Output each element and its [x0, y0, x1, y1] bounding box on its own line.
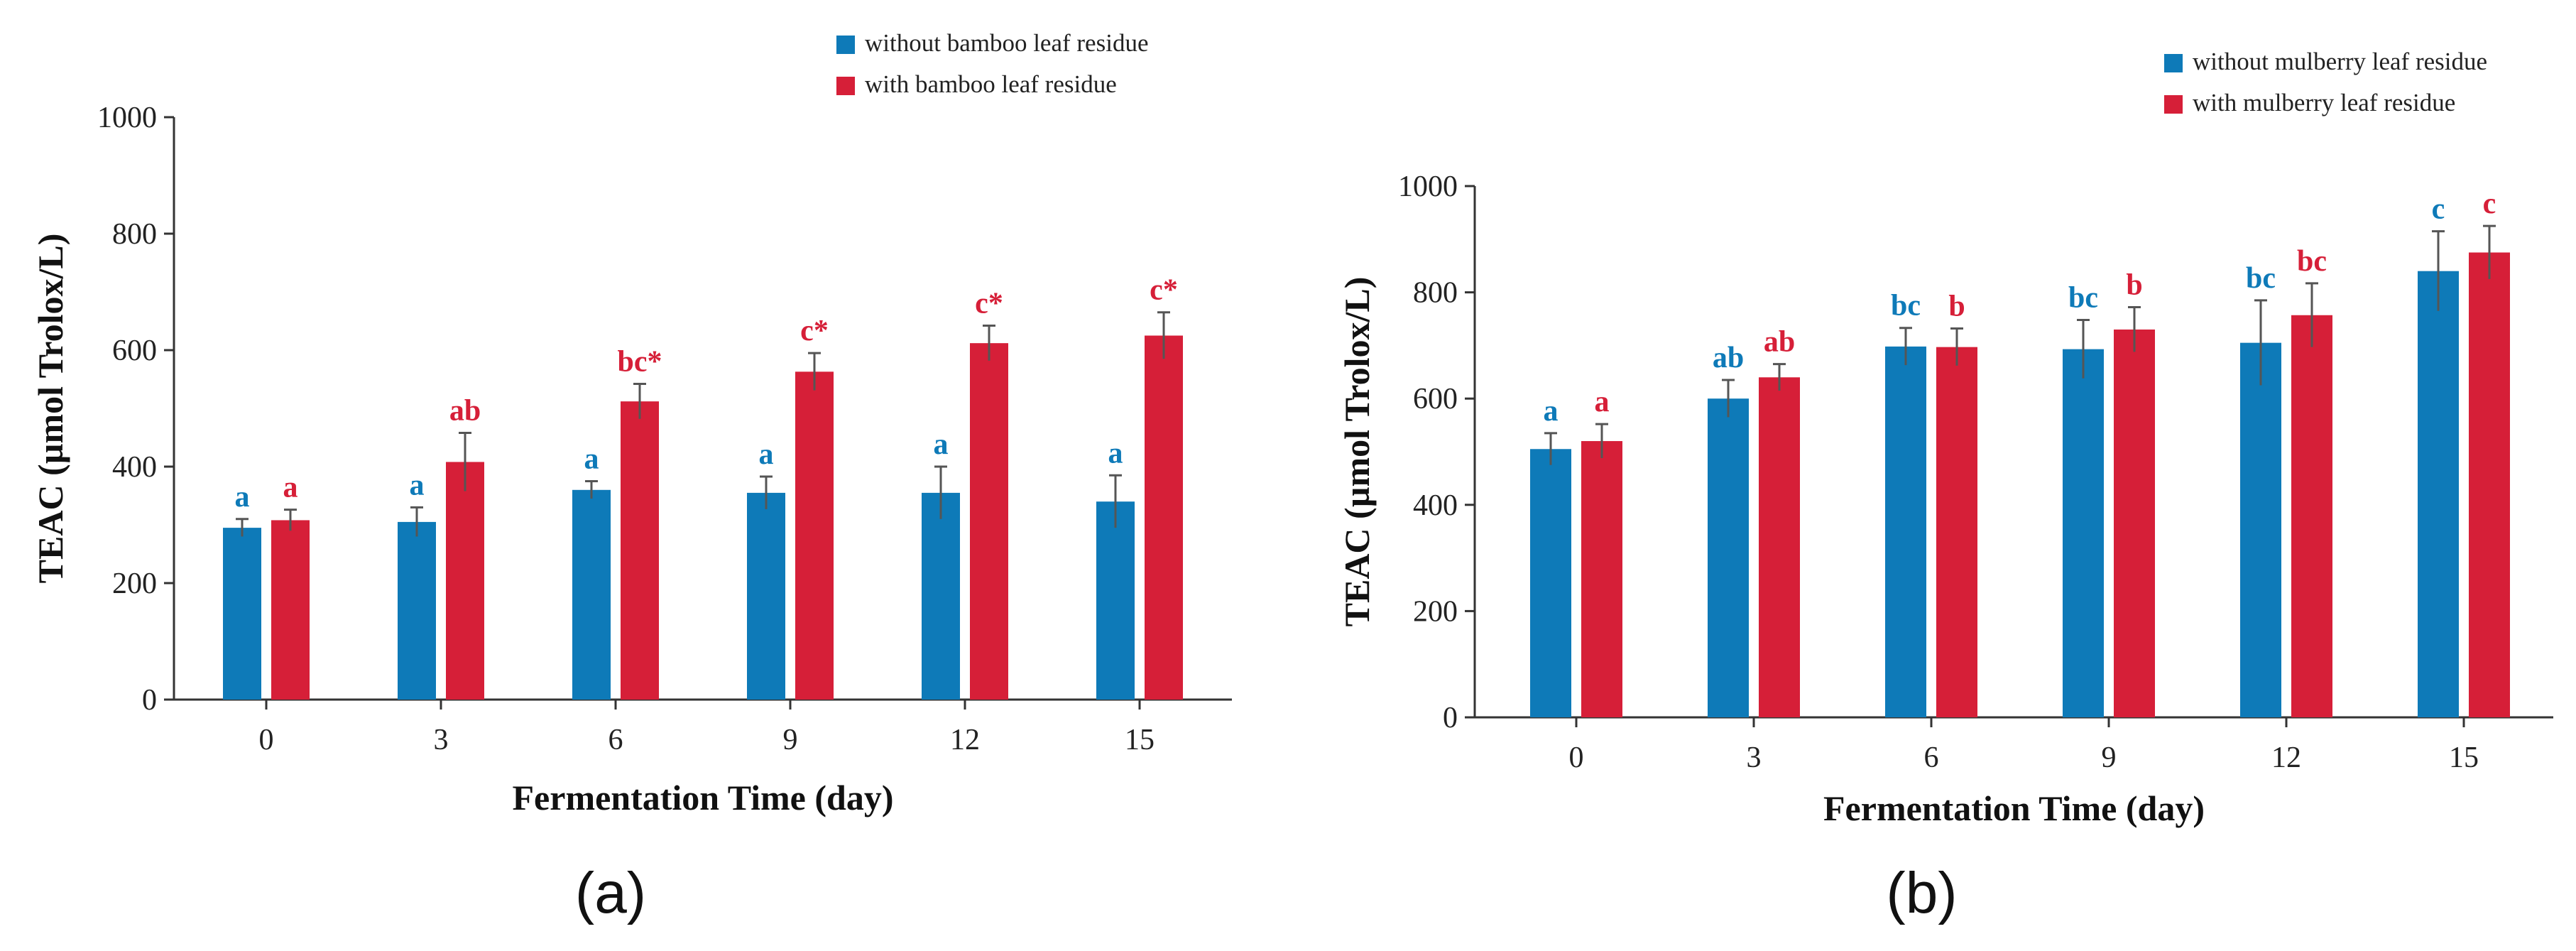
x-tick-label: 6 — [608, 724, 623, 756]
bar-with-day-15 — [1145, 335, 1183, 700]
y-tick-label: 1000 — [1398, 170, 1458, 203]
significance-label: c* — [1150, 274, 1178, 307]
bar-with-day-12 — [970, 343, 1008, 700]
legend-swatch — [836, 36, 855, 54]
significance-label: a — [934, 428, 949, 461]
significance-label: c* — [800, 315, 829, 347]
bar-without-day-12 — [2240, 342, 2281, 717]
x-tick-label: 6 — [1924, 741, 1939, 774]
bar-with-day-6 — [621, 401, 659, 700]
bar-without-day-12 — [922, 492, 960, 700]
significance-label: bc — [2297, 245, 2327, 278]
bar-without-day-15 — [1096, 501, 1135, 700]
significance-label: c* — [975, 288, 1003, 320]
y-tick-label: 800 — [1413, 277, 1458, 310]
significance-label: a — [1595, 386, 1610, 418]
x-tick-label: 3 — [434, 724, 449, 756]
y-axis-title: TEAC (µmol Trolox/L) — [31, 234, 70, 584]
significance-label: a — [1108, 437, 1123, 469]
legend-swatch — [2164, 95, 2183, 114]
x-axis-title: Fermentation Time (day) — [513, 778, 894, 817]
significance-label: a — [759, 438, 774, 471]
bar-with-day-0 — [271, 520, 310, 700]
bar-without-day-0 — [1530, 449, 1571, 717]
x-tick-label: 15 — [1125, 724, 1155, 756]
legend-label: with mulberry leaf residue — [2193, 89, 2455, 116]
significance-label: ab — [1713, 342, 1744, 374]
bar-with-day-15 — [2469, 252, 2510, 717]
x-tick-label: 3 — [1747, 741, 1762, 774]
significance-label: b — [2126, 269, 2142, 302]
chart-panel-a: 0 200 400 600 800 1000 0 a a 3 a ab 6 a bc* 9 a c* 12 a c* 15… — [31, 29, 1232, 925]
bar-with-day-3 — [446, 462, 484, 700]
bar-without-day-3 — [1708, 398, 1749, 717]
x-tick-label: 12 — [2271, 741, 2301, 774]
y-tick-label: 200 — [1413, 595, 1458, 628]
significance-label: b — [1948, 290, 1965, 322]
bar-without-day-9 — [2063, 349, 2104, 717]
x-tick-label: 0 — [1569, 741, 1584, 774]
panel-label: (a) — [575, 861, 646, 925]
significance-label: a — [584, 443, 599, 476]
significance-label: a — [235, 481, 250, 513]
bar-without-day-6 — [1885, 346, 1926, 717]
legend-label: without mulberry leaf residue — [2193, 48, 2487, 75]
bar-with-day-9 — [795, 371, 834, 700]
significance-label: c — [2483, 188, 2496, 220]
y-tick-label: 800 — [112, 218, 157, 251]
significance-label: a — [1544, 395, 1559, 428]
y-tick-label: 1000 — [97, 102, 157, 134]
bar-without-day-9 — [747, 492, 785, 700]
bar-without-day-6 — [572, 489, 611, 700]
significance-label: bc — [2246, 262, 2276, 295]
y-tick-label: 600 — [112, 335, 157, 367]
bar-with-day-12 — [2291, 315, 2332, 717]
panel-label: (b) — [1886, 861, 1957, 925]
legend-swatch — [836, 77, 855, 95]
x-tick-label: 9 — [2102, 741, 2117, 774]
x-tick-label: 12 — [950, 724, 980, 756]
bar-with-day-9 — [2114, 329, 2155, 718]
y-tick-label: 400 — [1413, 489, 1458, 522]
x-tick-label: 9 — [783, 724, 798, 756]
legend-swatch — [2164, 54, 2183, 72]
x-axis-title: Fermentation Time (day) — [1823, 788, 2205, 828]
significance-label: bc — [1891, 290, 1921, 322]
x-tick-label: 15 — [2449, 741, 2479, 774]
legend-label: with bamboo leaf residue — [865, 70, 1117, 98]
bar-with-day-3 — [1759, 377, 1800, 717]
y-tick-label: 0 — [1443, 702, 1458, 734]
y-tick-label: 200 — [112, 567, 157, 600]
bar-with-day-6 — [1936, 347, 1977, 717]
y-axis-title: TEAC (µmol Trolox/L) — [1337, 277, 1377, 627]
y-tick-label: 0 — [142, 684, 157, 717]
bar-without-day-3 — [398, 521, 436, 700]
significance-label: ab — [1764, 326, 1795, 359]
significance-label: ab — [449, 394, 481, 427]
significance-label: bc* — [618, 346, 662, 379]
significance-label: c — [2432, 193, 2445, 226]
legend-label: without bamboo leaf residue — [865, 29, 1148, 57]
x-tick-label: 0 — [259, 724, 274, 756]
bar-without-day-15 — [2418, 271, 2459, 717]
y-tick-label: 400 — [112, 451, 157, 484]
bar-without-day-0 — [223, 528, 261, 700]
bar-with-day-0 — [1581, 441, 1622, 717]
y-tick-label: 600 — [1413, 383, 1458, 415]
significance-label: bc — [2068, 281, 2098, 314]
significance-label: a — [410, 469, 425, 501]
significance-label: a — [283, 472, 298, 504]
